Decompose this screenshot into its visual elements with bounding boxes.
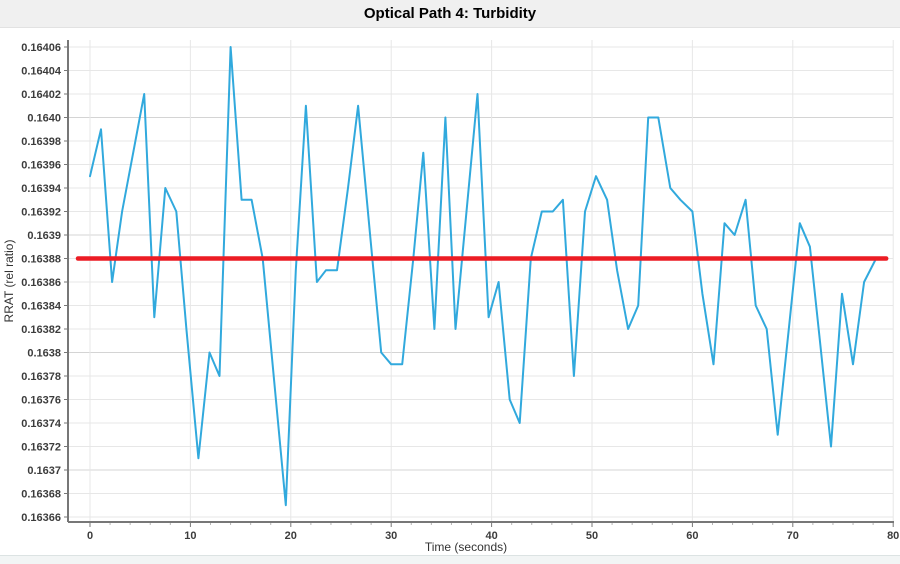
y-tick-label: 0.16386: [21, 277, 61, 289]
x-tick-label: 50: [586, 530, 598, 542]
y-tick-label: 0.16392: [21, 207, 61, 219]
x-tick-label: 30: [385, 530, 397, 542]
y-tick-label: 0.16384: [21, 301, 62, 313]
y-tick-label: 0.16398: [21, 136, 61, 148]
x-tick-label: 10: [184, 530, 196, 542]
y-tick-label: 0.1640: [27, 113, 61, 125]
y-tick-label: 0.16366: [21, 512, 61, 524]
y-tick-label: 0.16402: [21, 89, 61, 101]
chart-title: Optical Path 4: Turbidity: [363, 5, 537, 22]
y-axis-title: RRAT (rel ratio): [2, 240, 16, 323]
axes: [64, 40, 894, 527]
y-tick-label: 0.16382: [21, 324, 61, 336]
x-tick-label: 80: [887, 530, 899, 542]
x-axis-title: Time (seconds): [425, 540, 507, 554]
tick-labels: 0.16366 0.16368 0.1637 0.16372 0.16374 0.1637…: [21, 42, 899, 542]
y-tick-label: 0.16372: [21, 442, 61, 454]
y-tick-label: 0.1638: [27, 348, 61, 360]
y-tick-label: 0.16394: [21, 183, 62, 195]
y-tick-label: 0.16396: [21, 160, 61, 172]
y-tick-label: 0.16378: [21, 371, 61, 383]
y-tick-label: 0.16404: [21, 66, 62, 78]
y-tick-label: 0.16374: [21, 418, 62, 430]
data-series: [75, 46, 889, 507]
bottom-strip: [0, 555, 900, 564]
y-tick-label: 0.1639: [27, 230, 61, 242]
x-tick-label: 0: [87, 530, 93, 542]
x-tick-label: 40: [485, 530, 497, 542]
y-tick-label: 0.16376: [21, 395, 61, 407]
x-tick-label: 60: [686, 530, 698, 542]
x-tick-label: 70: [787, 530, 799, 542]
x-tick-label: 20: [285, 530, 297, 542]
y-tick-label: 0.16388: [21, 254, 61, 266]
y-tick-label: 0.16406: [21, 42, 61, 54]
y-tick-label: 0.16368: [21, 489, 61, 501]
chart-title-bar: Optical Path 4: Turbidity: [0, 0, 900, 28]
y-tick-label: 0.1637: [27, 465, 61, 477]
gridlines: [68, 40, 894, 522]
turbidity-rrat-line: [89, 46, 878, 507]
